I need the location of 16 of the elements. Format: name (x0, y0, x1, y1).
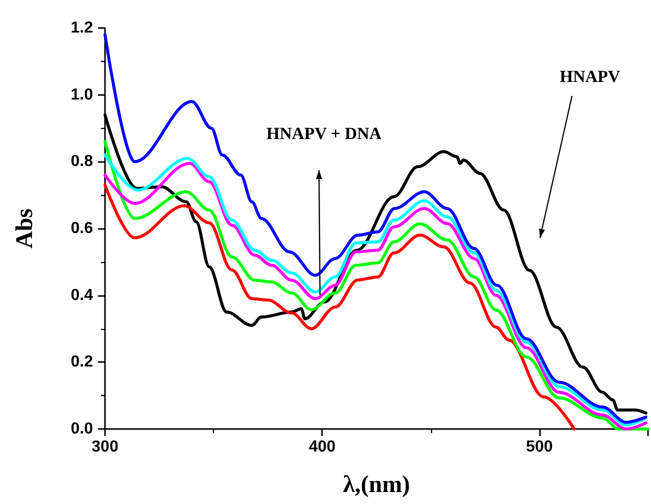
y-tick-label: 0.6 (70, 220, 94, 237)
annotation: HNAPV + DNA (266, 124, 382, 143)
y-tick-label: 1.2 (70, 20, 94, 36)
x-axis-title: λ,(nm) (342, 472, 410, 498)
y-axis-title: Abs (12, 208, 38, 249)
x-tick-label: 400 (308, 438, 336, 456)
annotation: HNAPV (560, 66, 621, 86)
y-tick-label: 0.2 (70, 354, 94, 371)
y-tick-label: 0.8 (70, 153, 94, 170)
y-tick-label: 0.0 (70, 420, 94, 438)
y-tick-label: 0.4 (70, 286, 94, 304)
line-series (104, 184, 576, 430)
y-tick-label: 1.0 (70, 86, 94, 104)
x-tick-label: 500 (526, 438, 553, 456)
line-series (104, 33, 648, 424)
x-tick-label: 300 (92, 438, 118, 456)
